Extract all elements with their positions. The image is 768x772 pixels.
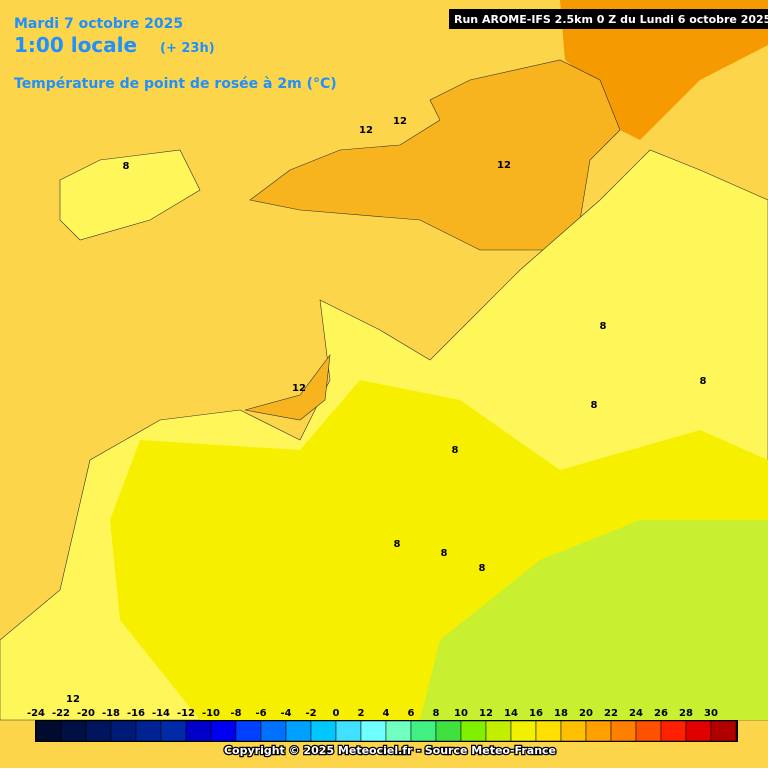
contour-label: 8: [394, 539, 401, 550]
contour-label: 12: [66, 694, 80, 705]
run: Run AROME-IFS 2.5km 0 Z du Lundi 6 octob…: [454, 13, 768, 26]
legend-tick-label: 28: [679, 708, 693, 719]
legend-swatch: [410, 720, 437, 742]
contour-label: 8: [591, 400, 598, 411]
lead: (+ 23h): [160, 41, 215, 56]
contour-label: 8: [123, 161, 130, 172]
legend-swatch: [135, 720, 162, 742]
legend-swatch: [210, 720, 237, 742]
legend-swatch: [60, 720, 87, 742]
legend-tick-label: -16: [127, 708, 145, 719]
legend-tick-label: 4: [383, 708, 390, 719]
cornwall: [59, 149, 201, 241]
time: 1:00 locale: [14, 33, 137, 57]
legend-swatch: [110, 720, 137, 742]
legend-tick-label: -20: [77, 708, 95, 719]
legend-swatch: [510, 720, 537, 742]
parameter: Température de point de rosée à 2m (°C): [14, 76, 337, 92]
legend-tick-label: 22: [604, 708, 618, 719]
legend-swatch: [660, 720, 687, 742]
contour-label: 12: [292, 383, 306, 394]
bay: [244, 353, 331, 421]
legend-swatch: [610, 720, 637, 742]
contour-label: 8: [479, 563, 486, 574]
legend-tick-label: -18: [102, 708, 120, 719]
legend-swatch: [260, 720, 287, 742]
legend-swatch: [35, 720, 62, 742]
legend-swatch: [435, 720, 462, 742]
legend-swatch: [160, 720, 187, 742]
legend-tick-label: 10: [454, 708, 468, 719]
run-box: [449, 9, 768, 29]
legend-tick-label: 16: [529, 708, 543, 719]
legend-tick-label: 26: [654, 708, 668, 719]
legend-tick-label: 20: [579, 708, 593, 719]
contour-label: 8: [700, 376, 707, 387]
legend-tick-label: -6: [255, 708, 266, 719]
legend-swatch: [535, 720, 562, 742]
legend-tick-label: 30: [704, 708, 718, 719]
legend-swatch: [585, 720, 612, 742]
contour-label: 8: [441, 548, 448, 559]
legend-tick-label: 24: [629, 708, 643, 719]
legend-tick-label: 18: [554, 708, 568, 719]
legend-tick-label: -4: [280, 708, 291, 719]
legend-tick-label: 8: [433, 708, 440, 719]
legend-swatch: [710, 720, 737, 742]
legend-tick-label: -10: [202, 708, 220, 719]
legend-swatch: [235, 720, 262, 742]
legend-swatch: [485, 720, 512, 742]
warm-sea: [560, 0, 768, 140]
legend-tick-label: -24: [27, 708, 45, 719]
legend-swatch: [310, 720, 337, 742]
legend-tick-label: 12: [479, 708, 493, 719]
legend-tick-label: -8: [230, 708, 241, 719]
legend-swatch: [335, 720, 362, 742]
legend-tick-label: -22: [52, 708, 70, 719]
legend-tick-label: -2: [305, 708, 316, 719]
legend-swatch: [460, 720, 487, 742]
legend-tick-label: 0: [333, 708, 340, 719]
legend-swatch: [285, 720, 312, 742]
legend-swatch: [685, 720, 712, 742]
land-green: [420, 520, 768, 720]
legend-swatch: [385, 720, 412, 742]
date: Mardi 7 octobre 2025: [14, 16, 183, 32]
legend-tick-label: 2: [358, 708, 365, 719]
contour-label: 12: [497, 160, 511, 171]
legend-swatch: [560, 720, 587, 742]
copyright: Copyright © 2025 Meteociel.fr - Source M…: [224, 744, 556, 757]
legend-swatch: [185, 720, 212, 742]
channel-sea: [249, 59, 621, 251]
contour-label: 12: [393, 116, 407, 127]
legend-swatch: [85, 720, 112, 742]
contour-label: 8: [600, 321, 607, 332]
legend-tick-label: 6: [408, 708, 415, 719]
legend-tick-label: 14: [504, 708, 518, 719]
legend-tick-label: -12: [177, 708, 195, 719]
contour-label: 8: [452, 445, 459, 456]
contour-label: 12: [359, 125, 373, 136]
legend-swatch: [360, 720, 387, 742]
legend-swatch: [635, 720, 662, 742]
legend-tick-label: -14: [152, 708, 170, 719]
